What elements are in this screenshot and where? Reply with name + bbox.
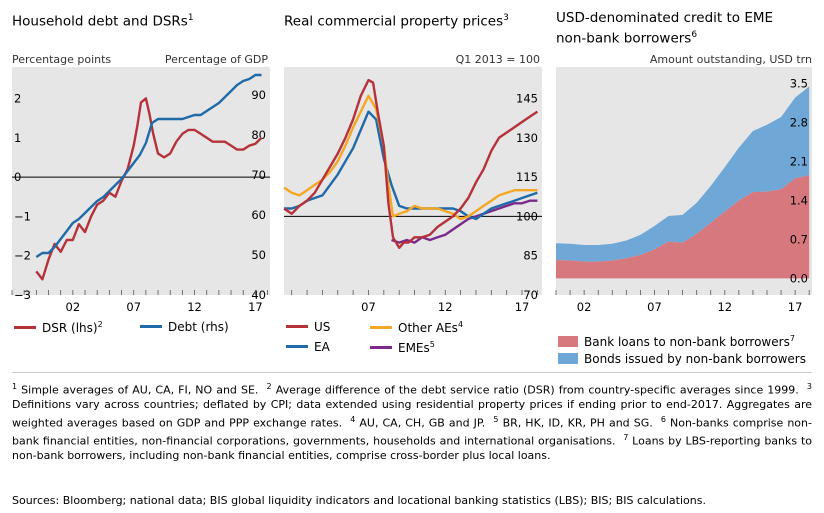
panel3-x-tick-label-17: 17 [788, 300, 803, 314]
panel3-right-tick-label: 0.0 [790, 271, 808, 285]
panel1-right-unit: Percentage of GDP [164, 53, 268, 66]
panel1-x-tick-label-07: 07 [126, 300, 141, 314]
footnote-7: Loans by LBS-reporting banks to non-bank… [12, 434, 813, 462]
panel1-right-tick-label: 90 [251, 88, 266, 102]
panel1-left-unit: Percentage points [12, 53, 112, 66]
panel2-series-other-aes [283, 94, 538, 221]
panel2-series-us [283, 78, 539, 250]
legend-swatch-ea [286, 345, 308, 348]
panel2-right-tick-label: 130 [516, 131, 538, 145]
panel3-right-tick-label: 2.1 [790, 155, 808, 169]
panel1-left-tick-label: 1 [14, 131, 21, 145]
panel2-right-tick-label: 100 [516, 209, 538, 223]
panel1-x-tick-label-12: 12 [187, 300, 202, 314]
panel3-chart: 0.0 0.7 1.4 2.1 2.8 3.5 02 07 12 17 [555, 77, 810, 314]
legend-item-debt: Debt (rhs) [140, 320, 229, 334]
panel3-title: USD-denominated credit to EME non-bank b… [556, 10, 774, 47]
panel2-right-unit: Q1 2013 = 100 [455, 53, 540, 66]
panel2-right-tick-label: 115 [516, 170, 538, 184]
panel1-left-tick-label: 2 [14, 91, 21, 105]
panel1-x-tick-label-02: 02 [66, 300, 81, 314]
footnote-6: Non-banks comprise non-bank financial en… [12, 416, 812, 448]
panel1-left-tick-label: 0 [14, 170, 21, 184]
footnote-1: Simple averages of AU, CA, FI, NO and SE… [21, 383, 259, 397]
panel2-plot-area [284, 67, 542, 295]
panel3-right-tick-label: 2.8 [790, 116, 808, 130]
legend-item-ea: EA [286, 340, 330, 354]
panel2-right-tick-label: 145 [516, 91, 538, 105]
panel1-right-tick-label: 80 [251, 128, 266, 142]
footnote-3: Definitions vary across countries; defla… [12, 398, 812, 430]
panel1-series-dsr-lhs [35, 97, 263, 281]
panel2-right-tick-label: 70 [523, 288, 538, 302]
panel3-x-tick-label-02: 02 [577, 300, 592, 314]
panel1-right-tick-label: 50 [251, 248, 266, 262]
panel3-right-tick-label: 1.4 [790, 193, 808, 207]
panel2-series-emes [391, 199, 538, 244]
legend-item-dsr: DSR (lhs)2 [14, 320, 103, 335]
footnote-4: AU, CA, CH, GB and JP. [359, 416, 486, 430]
panel2-chart: 70 85 100 115 130 145 07 12 17 [283, 78, 542, 314]
panel3-right-tick-label: 3.5 [790, 77, 808, 91]
legend-item-emes: EMEs5 [370, 340, 435, 355]
panel1-right-tick-label: 60 [251, 208, 266, 222]
legend-swatch-emes [370, 346, 392, 349]
panel2-x-tick-label-17: 17 [515, 300, 530, 314]
panel1-left-tick-label: −2 [14, 249, 31, 263]
legend-item-bonds: Bonds issued by non-bank borrowers [558, 352, 806, 366]
footnote-2: Average difference of the debt service r… [275, 383, 799, 397]
legend-swatch-bank-loans [558, 336, 578, 347]
panel2-x-tick-label-12: 12 [438, 300, 453, 314]
legend-swatch-other-aes [370, 326, 392, 329]
panel2-right-tick-label: 85 [523, 249, 538, 263]
panel1-right-tick-label: 70 [251, 168, 266, 182]
footnote-5: BR, HK, ID, KR, PH and SG. [502, 416, 653, 430]
panel1-x-tick-label-17: 17 [248, 300, 263, 314]
legend-swatch-bonds [558, 353, 578, 364]
legend-item-us: US [286, 320, 330, 334]
panel3-right-tick-label: 0.7 [790, 232, 808, 246]
panel2-x-tick-label-07: 07 [361, 300, 376, 314]
panel1-title: Household debt and DSRs1 [12, 13, 194, 30]
panel1-left-tick-label: −3 [14, 288, 31, 302]
sources-note: Sources: Bloomberg; national data; BIS g… [12, 494, 706, 507]
legend-swatch-dsr [14, 326, 36, 329]
panel3-area-bonds-issued-by-non-bank-borrowers [556, 86, 810, 279]
panel1-series-debt-rhs [35, 73, 262, 259]
legend-item-bank-loans: Bank loans to non-bank borrowers7 [558, 334, 795, 349]
panel1-left-tick-label: −1 [14, 209, 31, 223]
legend-swatch-debt [140, 325, 162, 328]
panel3-x-tick-label-12: 12 [717, 300, 732, 314]
panel3-x-tick-label-07: 07 [647, 300, 662, 314]
panel3-right-unit: Amount outstanding, USD trn [649, 53, 812, 66]
legend-item-other-aes: Other AEs4 [370, 320, 463, 335]
panel2-title: Real commercial property prices3 [284, 13, 509, 30]
panel3-area-bank-loans-to-non-bank-borrowers [556, 175, 810, 279]
footnote-divider [12, 372, 812, 373]
panel2-series-ea [284, 110, 538, 221]
legend-swatch-us [286, 325, 308, 328]
footnotes: 1 Simple averages of AU, CA, FI, NO and … [12, 382, 813, 462]
